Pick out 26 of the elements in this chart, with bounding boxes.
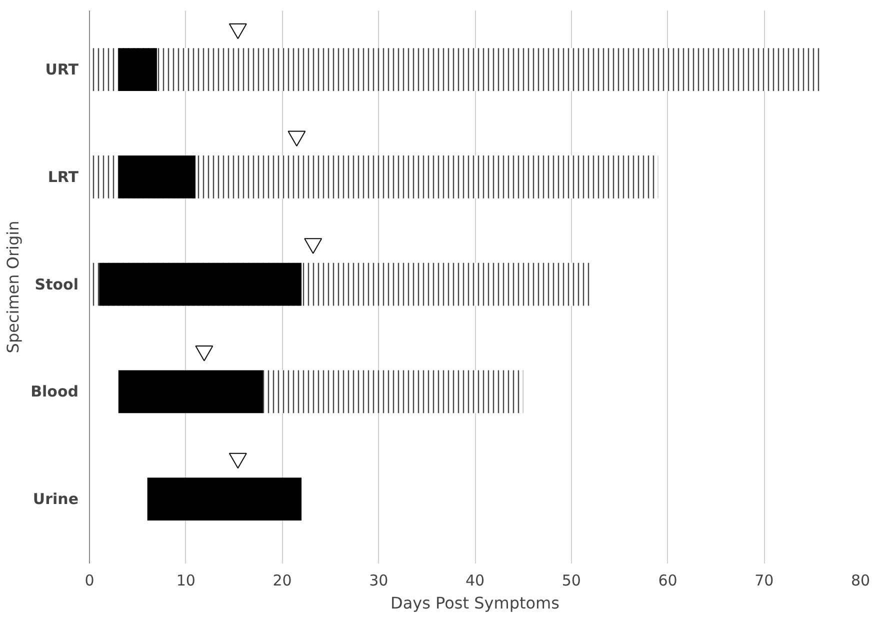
point [304, 238, 322, 254]
bar [118, 155, 196, 198]
y-tick-label: Stool [34, 275, 79, 294]
y-tick-label: Blood [30, 382, 79, 401]
x-tick-label: 40 [465, 572, 485, 590]
x-tick-label: 50 [562, 572, 581, 590]
point [228, 452, 247, 469]
x-tick-label: 60 [658, 572, 678, 590]
x-tick-label: 30 [369, 572, 388, 590]
bar [147, 478, 302, 521]
bar [118, 48, 157, 92]
bar [118, 370, 263, 414]
x-tick-label: 20 [272, 572, 292, 590]
y-tick-label: Urine [32, 490, 79, 508]
y-axis-title: Specimen Origin [4, 220, 23, 354]
y-tick-label: URT [45, 60, 80, 79]
point [228, 23, 247, 40]
bar [99, 262, 302, 306]
point [195, 345, 214, 362]
x-axis-title: Days Post Symptoms [390, 594, 560, 612]
y-tick-label: LRT [48, 168, 80, 186]
point [288, 130, 306, 146]
x-tick-label: 70 [754, 572, 774, 590]
x-tick-label: 10 [176, 572, 196, 590]
x-tick-label: 80 [850, 572, 870, 590]
x-tick-label: 0 [84, 572, 94, 590]
